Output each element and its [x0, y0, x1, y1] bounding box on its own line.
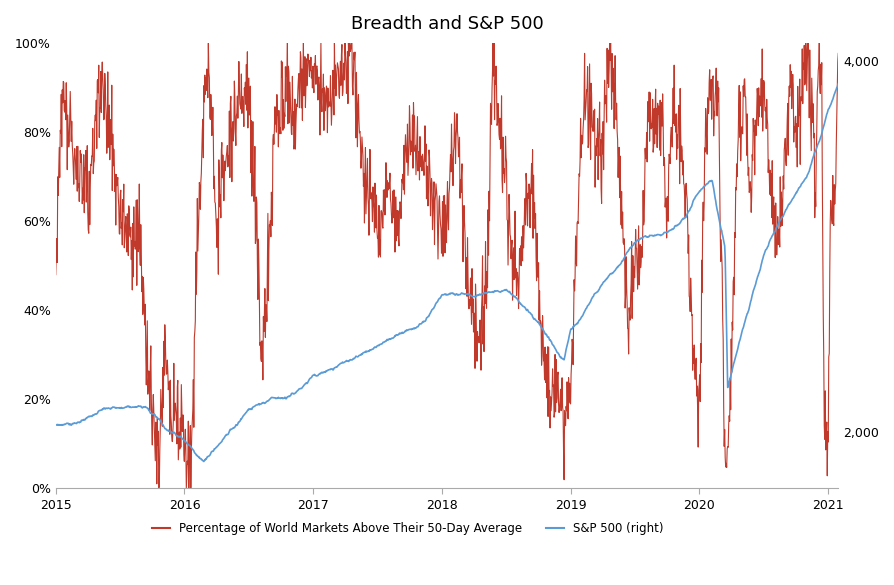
- Legend: Percentage of World Markets Above Their 50-Day Average, S&P 500 (right): Percentage of World Markets Above Their …: [148, 518, 669, 540]
- Title: Breadth and S&P 500: Breadth and S&P 500: [350, 15, 544, 33]
